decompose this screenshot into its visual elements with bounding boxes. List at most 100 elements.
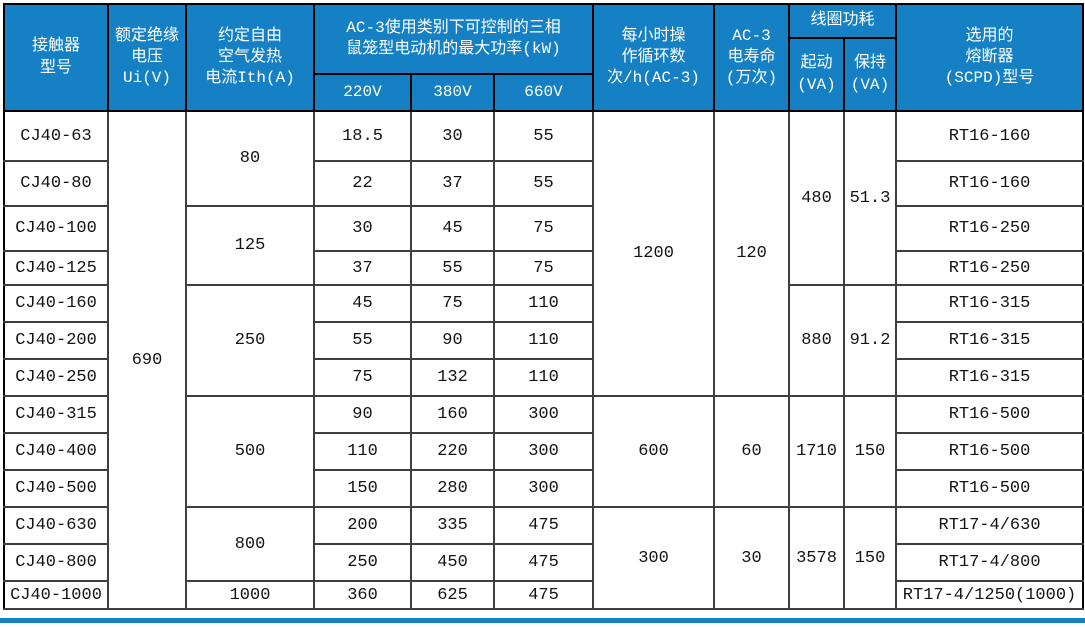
- cell-fuse: RT16-250: [895, 205, 1085, 252]
- table-row: CJ40-500 150 280 300 RT16-500: [3, 469, 1085, 508]
- cell-ith: 125: [185, 205, 315, 286]
- cell-p380: 45: [410, 205, 495, 252]
- table-row: CJ40-1000 1000 360 625 475 RT17-4/1250(1…: [3, 580, 1085, 610]
- cell-p220: 30: [313, 205, 412, 252]
- bottom-accent-bar: [0, 618, 1085, 623]
- header-ac3-max-power-group: AC-3使用类别下可控制的三相 鼠笼型电动机的最大功率(kW): [313, 3, 594, 75]
- cell-p220: 45: [313, 284, 412, 323]
- header-thermal-current: 约定自由 空气发热 电流Ith(A): [185, 3, 315, 112]
- header-rated-insulation-voltage: 额定绝缘 电压Ui(V): [107, 3, 187, 112]
- cell-model: CJ40-160: [3, 284, 109, 323]
- cell-coil-start: 880: [788, 284, 845, 397]
- table-row: CJ40-63 690 80 18.5 30 55 1200 120 480 5…: [3, 110, 1085, 610]
- header-220v: 220V: [313, 73, 412, 112]
- cell-p220: 22: [313, 160, 412, 207]
- cell-p380: 280: [410, 469, 495, 508]
- header-660v: 660V: [493, 73, 594, 112]
- cell-fuse: RT16-315: [895, 358, 1085, 397]
- cell-fuse: RT16-160: [895, 110, 1085, 162]
- cell-life: 120: [713, 110, 790, 397]
- cell-cycles: 1200: [592, 110, 715, 397]
- cell-model: CJ40-315: [3, 395, 109, 434]
- cell-ith: 1000: [185, 580, 315, 610]
- cell-fuse: RT16-315: [895, 284, 1085, 323]
- table-row: CJ40-800 250 450 475 RT17-4/800: [3, 543, 1085, 582]
- header-fuse-model: 选用的 熔断器 (SCPD)型号: [895, 3, 1085, 112]
- cell-fuse: RT16-500: [895, 432, 1085, 471]
- cell-p660: 475: [493, 506, 594, 545]
- cell-p660: 300: [493, 469, 594, 508]
- cell-p220: 75: [313, 358, 412, 397]
- cell-coil-hold: 51.3: [842, 110, 898, 286]
- table-row: CJ40-315 500 90 160 300 600 60 1710 150 …: [3, 395, 1085, 508]
- cell-ith: 500: [185, 395, 315, 508]
- cell-p660: 110: [493, 358, 594, 397]
- cell-model: CJ40-630: [3, 506, 109, 545]
- table-row: CJ40-125 37 55 75 RT16-250: [3, 250, 1085, 286]
- header-electrical-life: AC-3 电寿命 (万次): [713, 3, 790, 112]
- cell-p220: 110: [313, 432, 412, 471]
- cell-model: CJ40-800: [3, 543, 109, 582]
- cell-p220: 18.5: [313, 110, 412, 162]
- cell-cycles: 300: [592, 506, 715, 610]
- cell-p380: 30: [410, 110, 495, 162]
- header-coil-hold: 保持 (VA): [842, 37, 898, 112]
- cell-model: CJ40-100: [3, 205, 109, 252]
- cell-model: CJ40-80: [3, 160, 109, 207]
- cell-p220: 200: [313, 506, 412, 545]
- cell-fuse: RT16-250: [895, 250, 1085, 286]
- table-row: CJ40-100 125 30 45 75 RT16-250: [3, 205, 1085, 286]
- cell-p380: 220: [410, 432, 495, 471]
- table-row: CJ40-80 22 37 55 RT16-160: [3, 160, 1085, 207]
- cell-coil-hold: 150: [842, 395, 898, 508]
- cell-ith: 800: [185, 506, 315, 582]
- cell-p220: 90: [313, 395, 412, 434]
- cell-ith: 250: [185, 284, 315, 397]
- cell-p380: 55: [410, 250, 495, 286]
- cell-fuse: RT17-4/630: [895, 506, 1085, 545]
- cell-life: 30: [713, 506, 790, 610]
- cell-p660: 75: [493, 250, 594, 286]
- cell-fuse: RT16-500: [895, 469, 1085, 508]
- cell-p220: 250: [313, 543, 412, 582]
- cell-p380: 75: [410, 284, 495, 323]
- cell-coil-start: 480: [788, 110, 845, 286]
- cell-p220: 37: [313, 250, 412, 286]
- cell-p660: 475: [493, 580, 594, 610]
- cell-p380: 625: [410, 580, 495, 610]
- cell-p660: 55: [493, 160, 594, 207]
- cell-model: CJ40-500: [3, 469, 109, 508]
- cell-p660: 300: [493, 432, 594, 471]
- header-coil-start: 起动 (VA): [788, 37, 845, 112]
- cell-fuse: RT16-315: [895, 321, 1085, 360]
- cell-p660: 110: [493, 284, 594, 323]
- cell-fuse: RT17-4/800: [895, 543, 1085, 582]
- cell-p660: 300: [493, 395, 594, 434]
- cell-p380: 132: [410, 358, 495, 397]
- header-operating-cycles: 每小时操 作循环数 次/h(AC-3): [592, 3, 715, 112]
- cell-p380: 90: [410, 321, 495, 360]
- cell-coil-start: 1710: [788, 395, 845, 508]
- header-380v: 380V: [410, 73, 495, 112]
- cell-p380: 37: [410, 160, 495, 207]
- cell-p380: 160: [410, 395, 495, 434]
- cell-p380: 450: [410, 543, 495, 582]
- cell-ith: 80: [185, 110, 315, 207]
- cell-p220: 150: [313, 469, 412, 508]
- cell-model: CJ40-250: [3, 358, 109, 397]
- cell-coil-start: 3578: [788, 506, 845, 610]
- cell-fuse: RT16-160: [895, 160, 1085, 207]
- cell-p660: 55: [493, 110, 594, 162]
- table-row: CJ40-250 75 132 110 RT16-315: [3, 358, 1085, 397]
- header-coil-power-group: 线圈功耗: [787, 3, 898, 39]
- contactor-spec-table: 接触器 型号 额定绝缘 电压Ui(V) 约定自由 空气发热 电流Ith(A) A…: [3, 3, 1085, 610]
- cell-model: CJ40-125: [3, 250, 109, 286]
- cell-life: 60: [713, 395, 790, 508]
- cell-model: CJ40-63: [3, 110, 109, 162]
- cell-model: CJ40-200: [3, 321, 109, 360]
- cell-p220: 55: [313, 321, 412, 360]
- cell-coil-hold: 91.2: [842, 284, 898, 397]
- cell-p660: 475: [493, 543, 594, 582]
- cell-model: CJ40-400: [3, 432, 109, 471]
